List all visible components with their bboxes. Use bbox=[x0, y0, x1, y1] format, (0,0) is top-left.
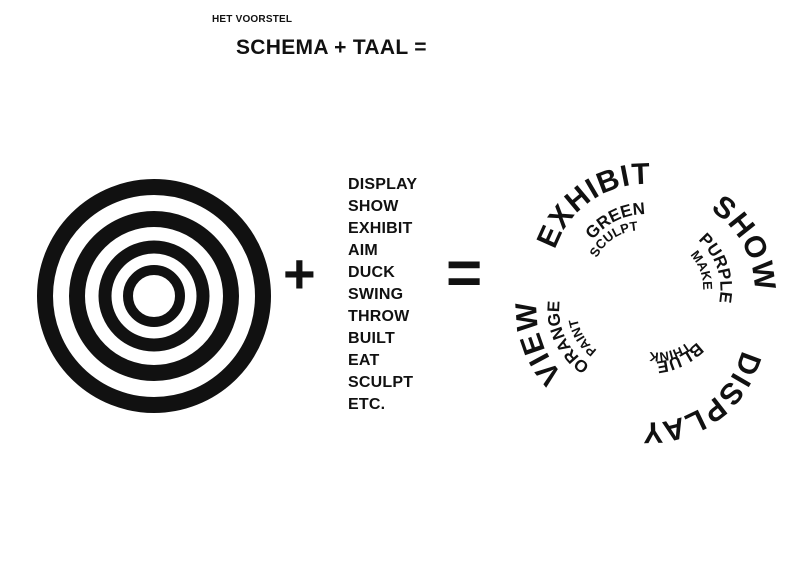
word-list-item: EAT bbox=[348, 352, 380, 369]
word-list-item: THROW bbox=[348, 308, 410, 325]
word-list-item: DISPLAY bbox=[348, 176, 418, 193]
target-ring-3 bbox=[98, 240, 210, 352]
word-list-item: AIM bbox=[348, 242, 378, 259]
word-list-item: SWING bbox=[348, 286, 404, 303]
word-spiral: EXHIBIT SHOW DISPLAY VIEW GREEN PURPLE B… bbox=[510, 158, 781, 449]
word-list-item: SCULPT bbox=[348, 374, 414, 391]
word-list-item: EXHIBIT bbox=[348, 220, 413, 237]
target-ring-1 bbox=[37, 179, 271, 413]
word-list-item: SHOW bbox=[348, 198, 399, 215]
equals-sign: = bbox=[446, 239, 483, 308]
plus-sign: + bbox=[283, 242, 316, 305]
word-list-item: ETC. bbox=[348, 396, 386, 413]
word-list-item: DUCK bbox=[348, 264, 396, 281]
target-ring-4 bbox=[123, 265, 185, 327]
page-title: SCHEMA + TAAL = bbox=[236, 36, 427, 59]
target-ring-2 bbox=[69, 211, 239, 381]
subtitle: HET VOORSTEL bbox=[212, 14, 293, 25]
concentric-target bbox=[37, 179, 271, 413]
word-list-item: BUILT bbox=[348, 330, 395, 347]
word-list: DISPLAY SHOW EXHIBIT AIM DUCK SWING THRO… bbox=[348, 174, 417, 416]
